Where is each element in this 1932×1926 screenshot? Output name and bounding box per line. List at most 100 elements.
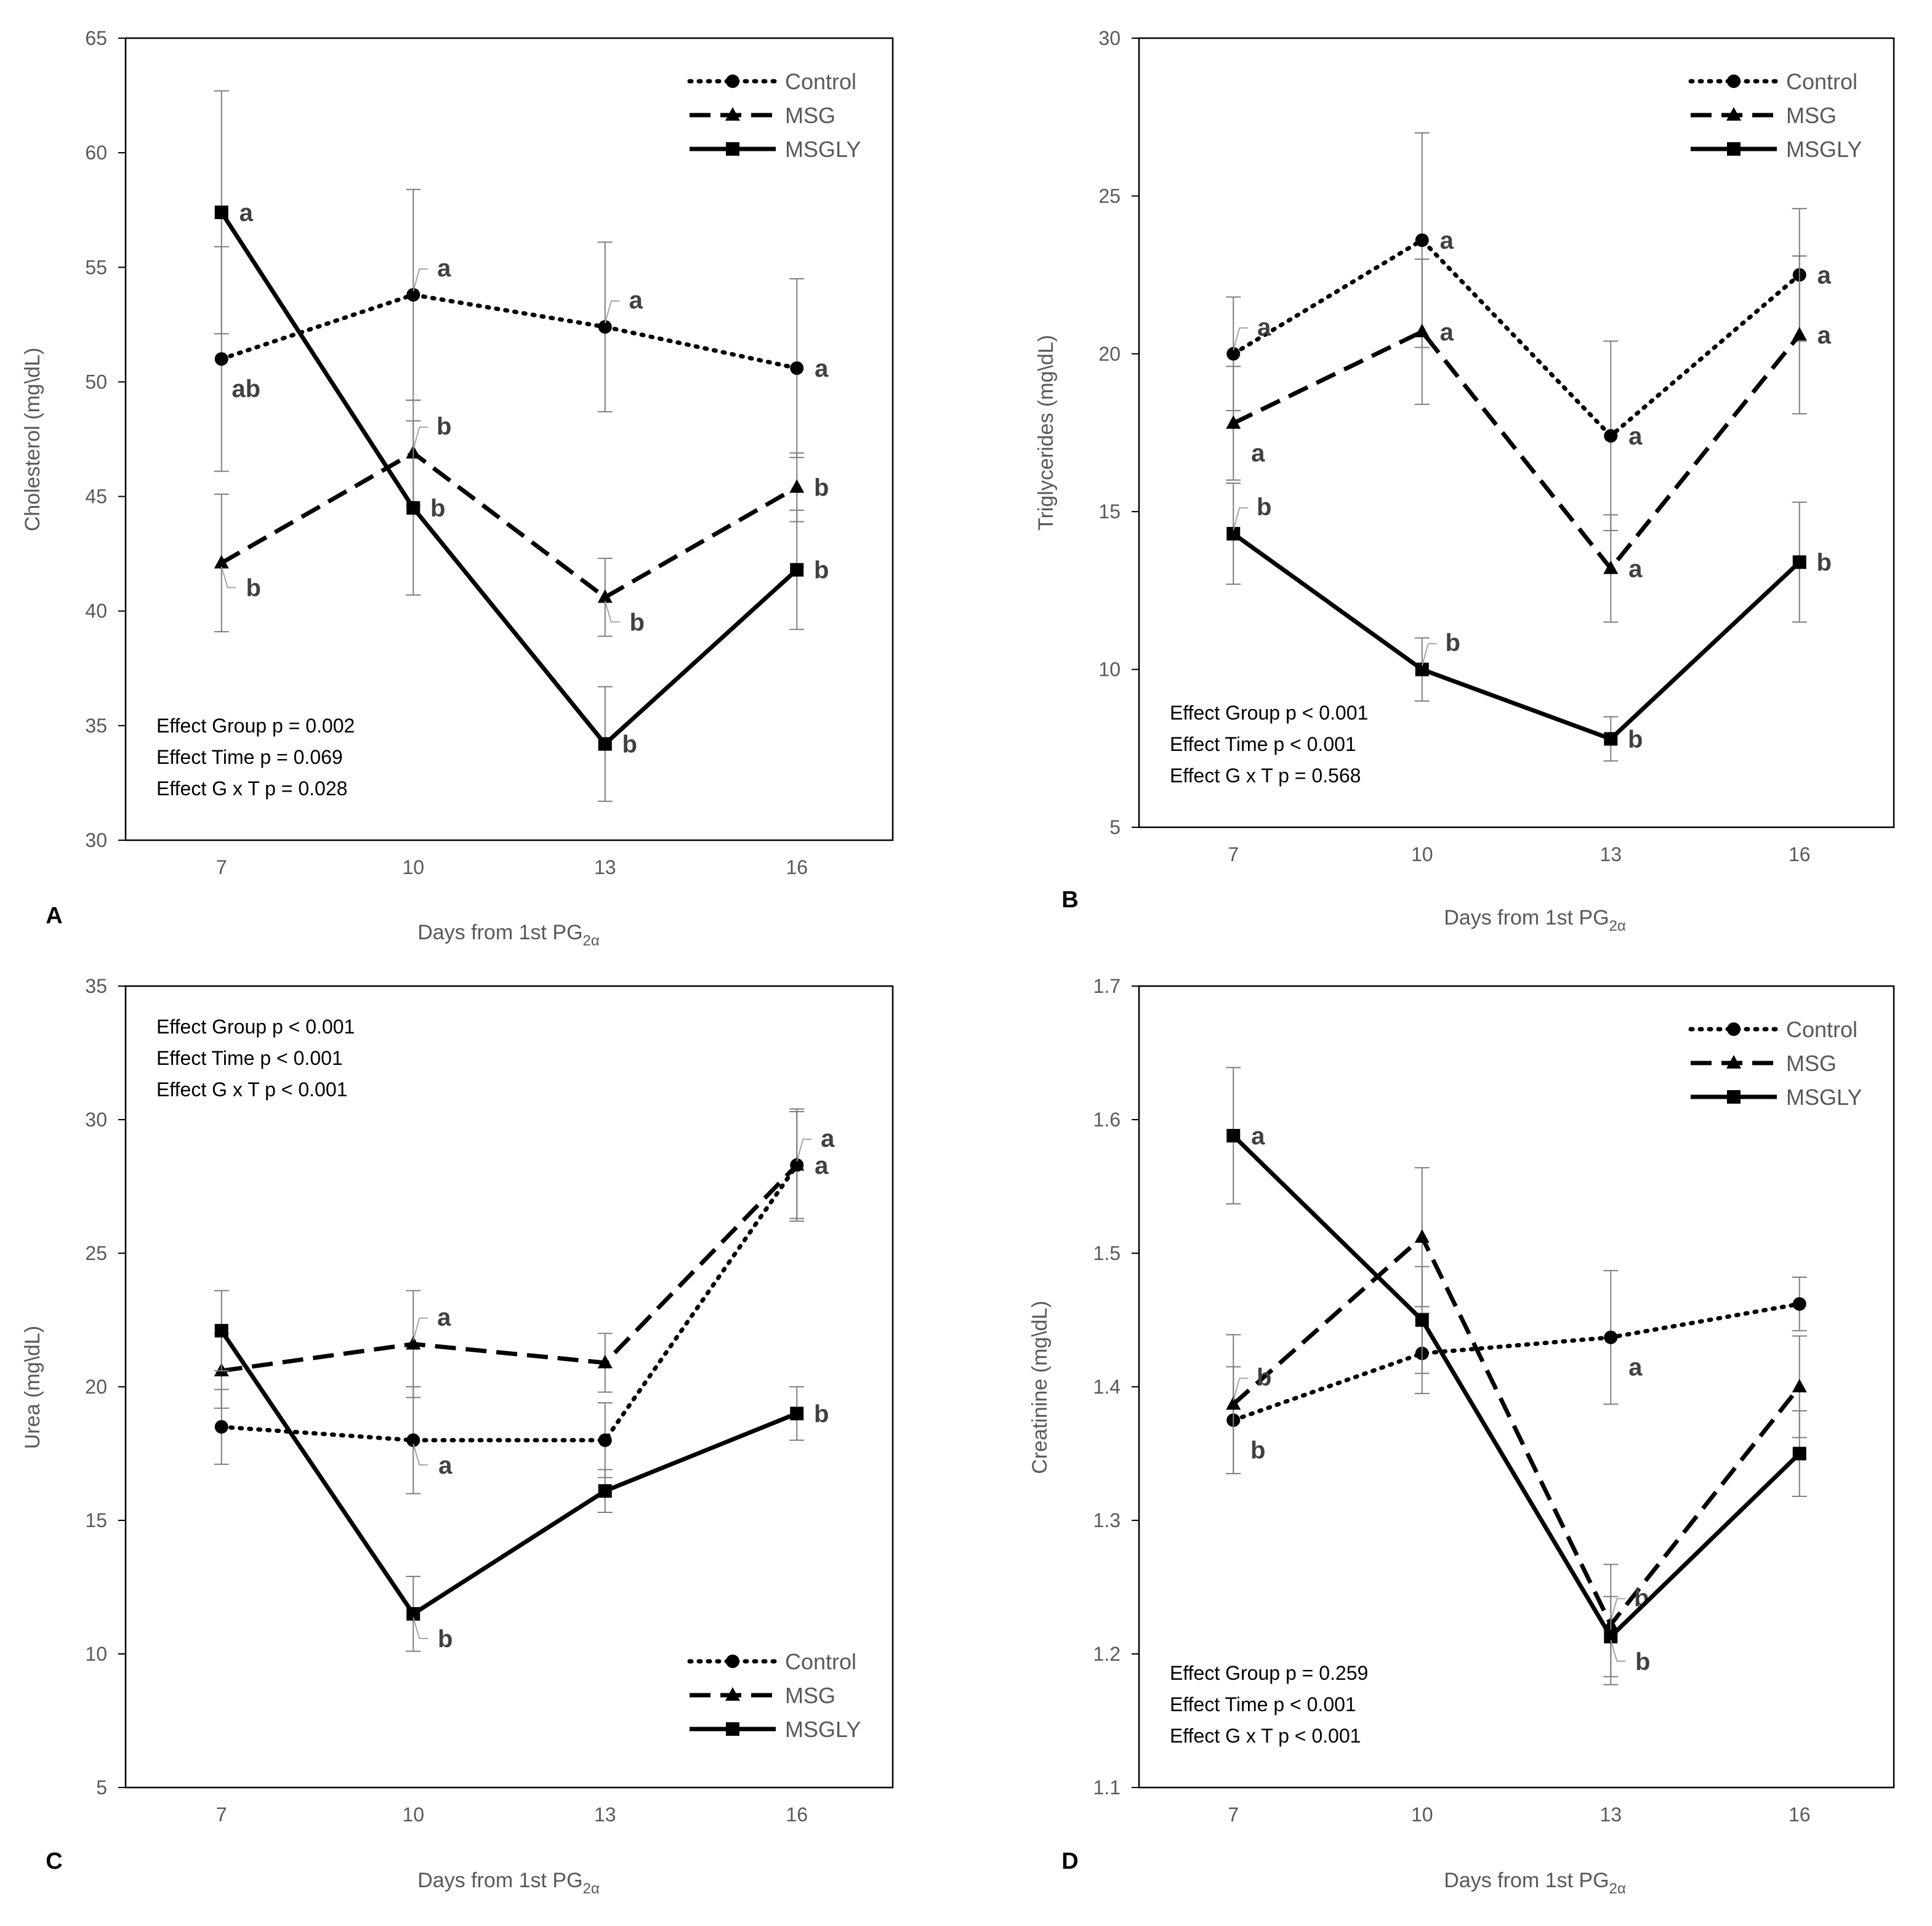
significance-letter: b (1635, 1648, 1650, 1675)
y-axis-label: Cholesterol (mg\dL) (21, 348, 44, 532)
stats-text: Effect G x T p < 0.001 (1170, 1725, 1361, 1747)
significance-letter: a (1440, 319, 1454, 346)
y-axis-label: Urea (mg\dL) (21, 1326, 44, 1449)
data-point (1415, 662, 1429, 676)
data-point (598, 737, 612, 751)
series-line (1231, 1301, 1802, 1422)
y-tick-label: 5 (96, 1776, 107, 1799)
legend-label: MSG (1786, 1051, 1837, 1076)
legend-label: MSGLY (785, 137, 861, 162)
series-msg: a a a a (1226, 255, 1832, 623)
data-point (597, 1354, 613, 1368)
letter-leader (1421, 643, 1437, 666)
series-msg: bb (1226, 1167, 1807, 1685)
significance-letter: a (1817, 322, 1832, 349)
significance-letter: b (1257, 494, 1271, 521)
series-msgly: ab (1226, 1067, 1807, 1677)
letter-leader (1610, 1598, 1626, 1621)
significance-letter: a (1257, 314, 1271, 341)
x-tick-label: 7 (1228, 1804, 1239, 1826)
y-tick-label: 1.3 (1093, 1509, 1121, 1531)
data-point (1226, 415, 1241, 429)
series-line (1232, 329, 1801, 571)
stats-text: Effect G x T p = 0.028 (156, 777, 347, 800)
series-line (220, 451, 798, 600)
x-tick-label: 7 (1228, 843, 1239, 865)
x-tick-label: 16 (786, 1804, 808, 1826)
legend-label: Control (1786, 69, 1858, 94)
y-tick-label: 10 (85, 1643, 107, 1665)
series-msgly: a b b b (214, 90, 829, 802)
significance-letter: a (1628, 1354, 1643, 1381)
legend-label: MSGLY (785, 1717, 861, 1742)
legend-label: Control (785, 69, 856, 94)
y-tick-label: 35 (85, 715, 107, 737)
significance-letter: a (1628, 556, 1643, 583)
data-point (1604, 429, 1618, 443)
data-point (1415, 1313, 1429, 1327)
y-tick-label: 30 (1098, 27, 1121, 49)
significance-letter: b (430, 495, 445, 522)
stats-text: Effect G x T p = 0.568 (1170, 764, 1361, 787)
letter-leader (604, 601, 620, 623)
panel-letter: A (46, 903, 62, 929)
x-tick-label: 13 (594, 856, 616, 878)
stats-text: Effect Time p < 0.001 (1170, 1693, 1356, 1715)
y-tick-label: 60 (85, 142, 107, 164)
legend-marker (725, 107, 740, 121)
legend-label: MSG (785, 1683, 835, 1708)
data-point (1226, 1129, 1241, 1143)
stats-text: Effect Group p = 0.259 (1170, 1662, 1368, 1684)
stats-text: Effect Group p = 0.002 (156, 715, 355, 737)
data-point (1603, 560, 1619, 574)
stats-text: Effect Time p < 0.001 (1170, 733, 1356, 755)
legend-label: MSGLY (1786, 1085, 1862, 1110)
y-tick-label: 15 (85, 1509, 107, 1531)
letter-leader (1233, 327, 1249, 351)
data-point (597, 589, 613, 603)
y-tick-label: 65 (85, 27, 107, 49)
y-tick-label: 40 (85, 600, 107, 622)
data-point (1792, 327, 1807, 341)
significance-letter: a (629, 287, 643, 314)
significance-letter: a (437, 1304, 451, 1331)
significance-letter: a (1251, 1123, 1265, 1150)
significance-letter: a (1251, 440, 1265, 467)
legend-marker (726, 1655, 739, 1668)
significance-letter: b (1250, 1437, 1265, 1464)
significance-letter: b (246, 575, 261, 602)
chart-panel-b: 5 10 15 20 25 30 7 10 13 16 Triglycerides (mg\dL) D… (1034, 27, 1895, 934)
letter-leader (604, 300, 620, 324)
significance-letter: b (814, 557, 829, 584)
panel-letter: D (1061, 1848, 1078, 1874)
letter-leader (220, 566, 236, 588)
chart-panel-a: 30 35 40 45 50 55 60 65 7 10 13 16 Cholesterol (mg\d… (21, 27, 894, 949)
data-point (214, 1420, 228, 1434)
y-tick-label: 30 (85, 829, 107, 851)
significance-letter: a (1817, 262, 1832, 289)
series-line (221, 1163, 799, 1373)
data-point (1414, 1229, 1430, 1243)
x-axis-label: Days from 1st PG2α (1444, 906, 1626, 934)
data-point (598, 320, 612, 334)
series-line (1232, 532, 1801, 741)
series-msgly: b b b b (1226, 483, 1832, 762)
letter-leader (413, 1317, 429, 1341)
significance-letter: b (1446, 630, 1460, 657)
legend-label: MSG (1786, 103, 1837, 128)
series-msg: b b b b (214, 399, 829, 637)
x-tick-label: 10 (1411, 843, 1433, 865)
significance-letter: a (438, 1452, 453, 1479)
data-point (406, 1607, 421, 1621)
data-point (214, 555, 229, 569)
legend-label: Control (1786, 1017, 1858, 1042)
y-tick-label: 1.6 (1093, 1109, 1121, 1131)
stats-text: Effect G x T p < 0.001 (156, 1078, 347, 1101)
x-tick-label: 16 (786, 856, 808, 878)
letter-leader (1610, 1640, 1626, 1662)
stats-text: Effect Group p < 0.001 (1170, 702, 1368, 724)
data-point (1604, 732, 1618, 746)
letter-leader (1233, 507, 1249, 531)
legend-label: MSG (785, 103, 835, 128)
